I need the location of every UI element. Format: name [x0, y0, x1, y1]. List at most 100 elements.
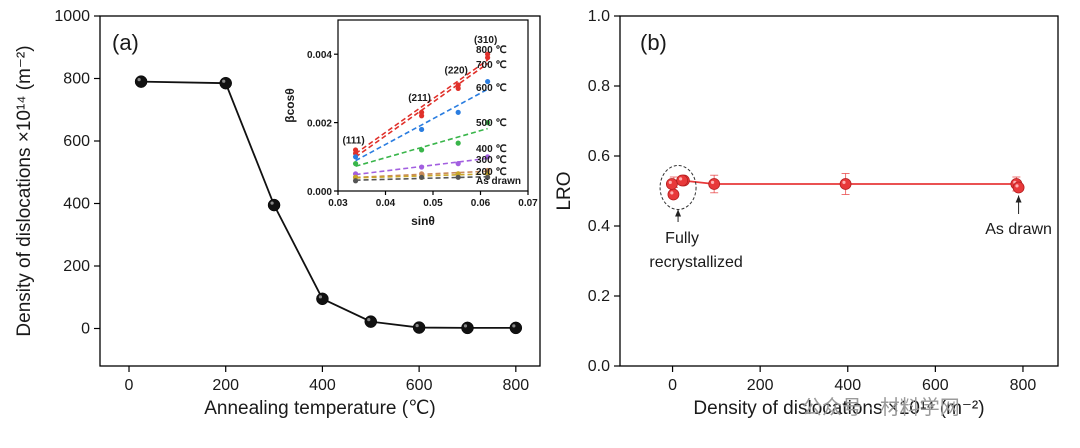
inset-series-label: 600 ℃	[476, 83, 507, 94]
lro-point-highlight	[670, 191, 674, 195]
x-axis-title: Annealing temperature (℃)	[204, 398, 436, 419]
inset-series-label: 500 ℃	[476, 118, 507, 129]
lro-data-point	[676, 174, 689, 187]
lro-data-point	[1012, 181, 1025, 194]
inset-plot: 0.03 0.04 0.05 0.06 0.07 0.000 0.002 0.004 sinθ β…	[283, 19, 538, 228]
inset-series-label: 300 ℃	[476, 155, 507, 166]
inset-x-axis-title: sinθ	[411, 214, 435, 228]
x-tick-label: 600	[922, 377, 949, 394]
plane-label: (111)	[342, 136, 364, 147]
y-tick-label: 200	[63, 258, 90, 275]
lro-data-point	[667, 188, 680, 201]
inset-data-point	[352, 161, 359, 167]
inset-x-tick-label: 0.06	[471, 198, 491, 209]
inset-fit-line	[355, 59, 489, 155]
recrystallized-arrowhead	[675, 209, 682, 217]
lro-data-point	[665, 178, 678, 190]
data-point	[267, 198, 281, 212]
y-axis-title: Density of dislocations ×10¹⁴ (m⁻²)	[14, 45, 35, 336]
plane-label: (211)	[408, 93, 431, 104]
x-tick-label: 200	[747, 377, 774, 394]
inset-data-point	[419, 147, 425, 153]
inset-data-point	[455, 161, 461, 167]
y-tick-label: 800	[63, 71, 90, 88]
data-point	[461, 321, 474, 335]
x-tick-label: 0	[668, 377, 677, 394]
x-tick-label: 200	[212, 377, 239, 394]
data-point	[219, 76, 232, 90]
lro-point-highlight	[1015, 184, 1019, 188]
inset-data-point	[419, 164, 425, 170]
x-tick-label: 400	[834, 377, 861, 394]
y-tick-label: 0.2	[588, 288, 610, 305]
x-axis-title: Density of dislocations ×10¹⁴ (m⁻²)	[693, 398, 984, 419]
data-point-highlight	[415, 323, 419, 328]
data-point	[412, 321, 426, 334]
data-point	[134, 75, 148, 88]
x-tick-label: 400	[309, 377, 336, 394]
inset-y-tick-label: 0.002	[307, 119, 332, 130]
inset-y-tick-label: 0.000	[307, 187, 332, 198]
y-tick-label: 400	[63, 196, 90, 213]
recrystallized-highlight-circle	[659, 165, 697, 210]
inset-data-point	[455, 109, 461, 115]
inset-y-axis-title: βcosθ	[283, 88, 297, 123]
x-tick-label: 800	[502, 377, 529, 394]
inset-data-point	[485, 120, 491, 126]
annotation-recrystallized: recrystallized	[649, 254, 742, 271]
inset-data-point	[455, 140, 461, 146]
plane-label: (220)	[444, 66, 467, 77]
inset-data-point	[419, 113, 425, 119]
inset-data-point	[485, 78, 491, 85]
data-point-highlight	[222, 79, 226, 83]
y-tick-label: 0.4	[588, 218, 610, 235]
inset-x-tick-label: 0.03	[328, 198, 348, 209]
data-point-highlight	[463, 324, 468, 328]
inset-data-point	[352, 154, 359, 160]
inset-data-point	[485, 55, 491, 61]
annotation-as-drawn: As drawn	[985, 221, 1052, 238]
y-tick-label: 1.0	[588, 8, 610, 25]
inset-series-label: 200 ℃	[476, 167, 507, 178]
inset-fit-line	[355, 62, 489, 158]
panel-b: 0 200 400 600 800 0.0 0.2 0.4 0.6 0.8 1.0 Density o…	[554, 8, 1059, 419]
inset-data-point	[419, 126, 425, 133]
data-point-highlight	[270, 201, 274, 205]
y-axis-title: LRO	[554, 171, 575, 210]
plane-label: (310)	[474, 35, 497, 46]
y-tick-label: 1000	[54, 8, 90, 25]
data-point-highlight	[512, 324, 516, 328]
density-line	[141, 80, 516, 329]
lro-point-highlight	[668, 180, 672, 184]
data-point	[364, 315, 378, 328]
lro-point-highlight	[678, 177, 683, 181]
inset-y-tick-label: 0.004	[307, 50, 332, 61]
data-point-highlight	[137, 78, 141, 82]
inset-data-point	[455, 174, 461, 180]
lro-data-point	[708, 178, 721, 190]
x-tick-label: 600	[406, 377, 433, 394]
y-tick-label: 0.8	[588, 78, 610, 95]
inset-data-point	[485, 174, 491, 180]
lro-data-point	[839, 178, 852, 190]
plot-frame	[99, 15, 541, 367]
data-point	[316, 292, 329, 306]
panel-a: 0 200 400 600 800 0 200 400 600 800 1000 Annealing …	[14, 8, 541, 419]
data-point	[509, 321, 523, 335]
y-tick-label: 0.6	[588, 148, 610, 165]
plot-frame	[619, 15, 1059, 367]
inset-x-tick-label: 0.07	[518, 198, 538, 209]
inset-series-label: 800 ℃	[476, 45, 507, 56]
inset-data-point	[455, 85, 461, 91]
y-tick-label: 600	[63, 133, 90, 150]
lro-point-highlight	[710, 180, 715, 184]
x-tick-label: 0	[125, 377, 134, 394]
inset-fit-line	[355, 88, 489, 162]
inset-series-label: 400 ℃	[476, 144, 507, 155]
y-tick-label: 0	[81, 321, 90, 338]
panel-label: (a)	[112, 30, 139, 55]
inset-series-label: 700 ℃	[476, 60, 507, 71]
inset-frame	[337, 19, 529, 192]
data-point-highlight	[367, 318, 371, 322]
